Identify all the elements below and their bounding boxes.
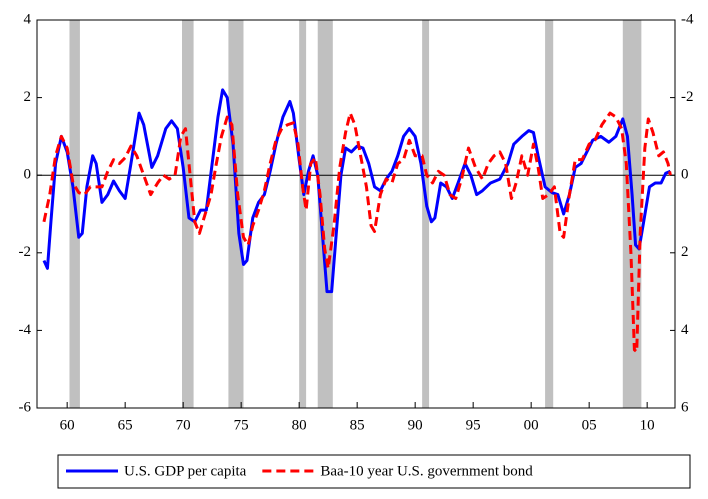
series-line	[42, 88, 671, 294]
x-tick-label: 10	[640, 417, 655, 433]
y-tick-label: -6	[19, 399, 32, 415]
legend-box	[57, 454, 691, 489]
legend-label: Baa-10 year U.S. government bond	[320, 463, 533, 479]
y2-tick-label: 0	[681, 167, 689, 183]
x-tick-label: 85	[350, 417, 365, 433]
recession-band	[317, 20, 333, 408]
series-line	[42, 111, 672, 354]
y2-tick-label: -4	[681, 11, 694, 27]
x-tick-label: 95	[466, 417, 481, 433]
recession-band	[299, 20, 307, 408]
y-tick-label: 2	[24, 89, 32, 105]
plot-frame	[36, 19, 676, 409]
x-tick-label: 60	[60, 417, 75, 433]
legend-label: U.S. GDP per capita	[124, 463, 247, 479]
y2-tick-label: 4	[681, 322, 689, 338]
x-tick-label: 75	[234, 417, 249, 433]
recession-band	[545, 20, 554, 408]
x-tick-label: 70	[176, 417, 191, 433]
y2-tick-label: 2	[681, 244, 689, 260]
y2-tick-label: 6	[681, 399, 689, 415]
x-tick-label: 90	[408, 417, 423, 433]
x-tick-label: 00	[524, 417, 539, 433]
x-tick-label: 05	[582, 417, 597, 433]
y-tick-label: 4	[24, 11, 32, 27]
x-tick-label: 80	[292, 417, 307, 433]
x-tick-label: 65	[118, 417, 133, 433]
y-tick-label: 0	[24, 167, 32, 183]
recession-band	[422, 20, 430, 408]
y-tick-label: -4	[19, 322, 32, 338]
y2-tick-label: -2	[681, 89, 694, 105]
recession-band	[228, 20, 244, 408]
y-tick-label: -2	[19, 244, 32, 260]
